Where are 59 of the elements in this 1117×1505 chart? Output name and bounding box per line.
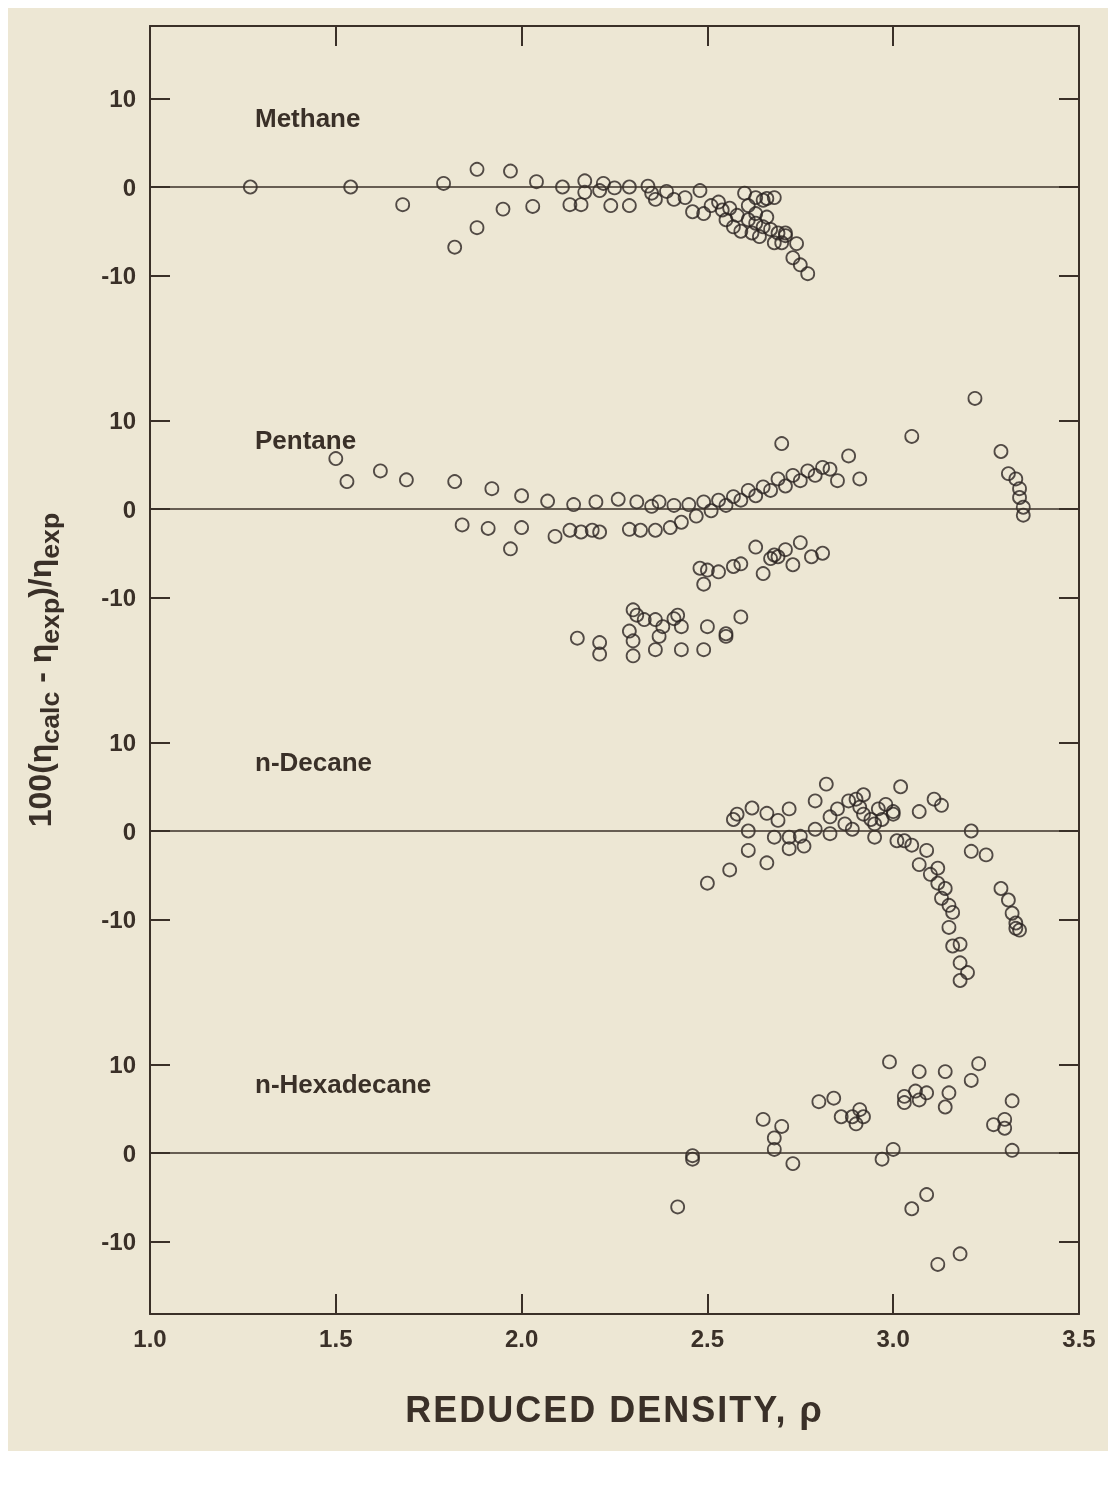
y-tick-label: -10	[101, 1227, 136, 1255]
text: n-Hexadecane	[255, 1069, 432, 1099]
point	[904, 1201, 920, 1217]
point	[997, 1111, 1013, 1127]
point	[1004, 1142, 1020, 1158]
point	[963, 1073, 979, 1088]
point	[882, 1054, 897, 1070]
x-tick-label: 3.5	[1062, 1324, 1096, 1352]
point	[874, 1151, 890, 1167]
y-tick-label: 10	[109, 1051, 136, 1079]
point	[848, 1116, 864, 1132]
x-tick-label: 2.5	[690, 1324, 725, 1352]
point	[896, 1095, 912, 1110]
x-tick-label: 3.0	[876, 1324, 910, 1352]
point	[911, 1092, 927, 1108]
point	[971, 1056, 987, 1072]
point	[766, 1130, 782, 1146]
point	[911, 1064, 927, 1080]
point	[826, 1090, 842, 1106]
point	[937, 1099, 953, 1115]
point	[852, 1102, 868, 1118]
x-tick-label: 2.0	[504, 1324, 539, 1352]
point	[856, 1109, 871, 1125]
point	[785, 1156, 801, 1172]
point	[811, 1094, 827, 1110]
x-axis-title: REDUCED DENSITY, ρ	[404, 1388, 825, 1431]
y-tick-label: -10	[101, 905, 136, 933]
point	[919, 1187, 935, 1202]
point	[885, 1142, 901, 1157]
y-tick-label: 10	[109, 85, 136, 113]
x-tick-label: 1.5	[319, 1324, 353, 1352]
y-tick-label: -10	[101, 583, 136, 611]
point	[766, 1142, 782, 1157]
point	[941, 1085, 957, 1101]
point	[937, 1064, 953, 1080]
text: n-Decane	[255, 747, 373, 777]
point	[919, 1085, 935, 1101]
point	[930, 1257, 946, 1272]
y-tick-label: 0	[122, 817, 136, 845]
point	[774, 1119, 790, 1134]
point	[908, 1083, 923, 1099]
point	[670, 1199, 686, 1215]
y-tick-label: -10	[101, 261, 136, 289]
y-tick-label: 0	[122, 495, 136, 523]
y-tick-label: 0	[122, 1139, 136, 1167]
y-tick-label: 10	[109, 407, 136, 435]
point	[755, 1111, 771, 1127]
point	[997, 1120, 1013, 1136]
point	[952, 1246, 968, 1262]
point	[833, 1109, 849, 1125]
x-tick-label: 1.0	[133, 1324, 167, 1352]
point	[986, 1117, 1001, 1133]
text: Methane	[255, 103, 361, 133]
y-tick-label: 0	[122, 173, 136, 201]
text: Pentane	[255, 425, 357, 455]
y-tick-label: 10	[109, 729, 136, 757]
point	[844, 1109, 860, 1125]
point	[1004, 1093, 1020, 1109]
point	[896, 1088, 912, 1104]
